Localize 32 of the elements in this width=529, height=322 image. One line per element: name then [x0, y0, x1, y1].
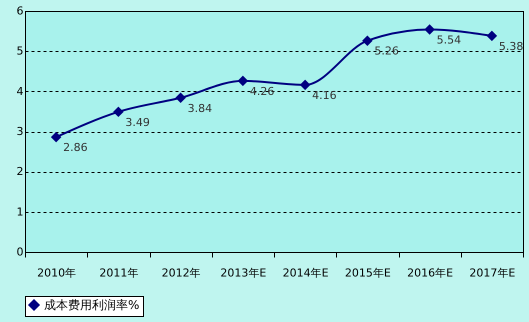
data-label: 5.26	[374, 44, 399, 58]
point	[50, 132, 62, 142]
point	[362, 35, 373, 46]
y-tick-label: 1	[16, 205, 24, 218]
y-tick-label: 6	[16, 4, 24, 18]
x-tick-label: 2011年	[99, 266, 138, 280]
x-tick-label: 2013年E	[220, 266, 266, 280]
legend-label: 成本费用利润率%	[44, 298, 140, 312]
point	[424, 24, 435, 35]
x-tick-label: 2014年E	[282, 266, 329, 280]
x-tick-label: 2012年	[162, 266, 201, 280]
x-tick-label: 2017年E	[469, 266, 516, 280]
y-tick-label: 0	[16, 246, 24, 258]
y-tick-label: 4	[16, 84, 24, 98]
data-label: 2.86	[63, 141, 88, 154]
x-tick-label: 2010年	[37, 266, 76, 280]
point	[486, 30, 498, 42]
data-label: 3.49	[125, 116, 150, 129]
y-tick-label: 3	[16, 125, 24, 138]
y-tick-label: 5	[16, 44, 24, 58]
point	[175, 92, 186, 104]
point	[238, 76, 248, 86]
y-tick-label: 2	[16, 165, 24, 178]
data-label: 5.38	[498, 40, 524, 53]
data-label: 3.84	[188, 102, 212, 115]
x-tick-label: 2015年E	[344, 266, 391, 280]
x-tick-label: 2016年E	[407, 266, 454, 280]
data-label: 4.16	[312, 88, 337, 102]
data-label: 4.26	[250, 84, 274, 98]
data-label: 5.54	[436, 33, 462, 46]
point	[113, 106, 124, 118]
point	[300, 80, 310, 90]
